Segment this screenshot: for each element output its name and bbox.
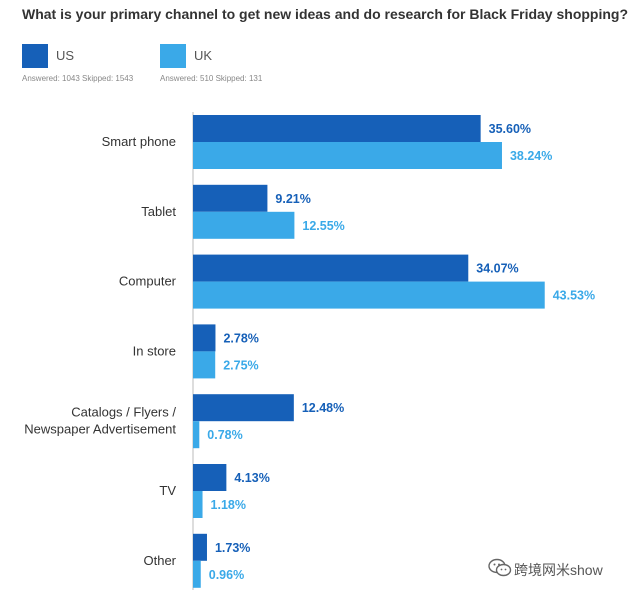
category-label: Smart phone xyxy=(102,134,176,149)
category-label: Computer xyxy=(119,274,177,289)
value-label-us: 1.73% xyxy=(215,541,250,555)
value-label-us: 12.48% xyxy=(302,401,344,415)
value-label-uk: 0.96% xyxy=(209,568,244,582)
value-label-us: 35.60% xyxy=(489,122,531,136)
bar-us xyxy=(193,115,481,142)
value-label-us: 9.21% xyxy=(275,192,310,206)
bar-us xyxy=(193,464,227,491)
category-label: In store xyxy=(133,343,176,358)
bar-us xyxy=(193,533,207,561)
bar-uk xyxy=(193,211,295,239)
legend-meta-us: Answered: 1043 Skipped: 1543 xyxy=(22,74,134,83)
legend-swatch-us xyxy=(22,44,48,68)
category-label: Tablet xyxy=(141,204,176,219)
value-label-uk: 43.53% xyxy=(553,289,595,303)
legend-meta-uk: Answered: 510 Skipped: 131 xyxy=(160,74,263,83)
bar-us xyxy=(193,184,268,212)
bar-uk xyxy=(193,421,200,449)
value-label-uk: 38.24% xyxy=(510,149,552,163)
legend-label-uk: UK xyxy=(194,48,213,63)
value-label-uk: 2.75% xyxy=(223,358,258,372)
bar-uk xyxy=(193,281,545,309)
bar-us xyxy=(193,324,216,352)
value-label-uk: 0.78% xyxy=(207,428,242,442)
category-label: Other xyxy=(143,553,176,568)
watermark: 跨境网米show xyxy=(488,558,603,580)
value-label-us: 4.13% xyxy=(234,471,269,485)
bar-us xyxy=(193,254,469,282)
value-label-uk: 1.18% xyxy=(211,498,246,512)
value-label-us: 2.78% xyxy=(223,331,258,345)
legend-label-us: US xyxy=(56,48,75,63)
value-label-us: 34.07% xyxy=(476,262,518,276)
legend-swatch-uk xyxy=(160,44,186,68)
bar-us xyxy=(193,394,294,422)
watermark-text: 跨境网米show xyxy=(514,562,603,578)
bar-uk xyxy=(193,491,203,518)
category-label: Catalogs / Flyers / Newspaper Advertiseme… xyxy=(24,405,176,437)
bar-uk xyxy=(193,351,216,379)
value-label-uk: 12.55% xyxy=(302,219,344,233)
bar-uk xyxy=(193,142,502,169)
chart-title: What is your primary channel to get new … xyxy=(22,6,629,22)
wechat-icon xyxy=(488,558,512,577)
category-label: TV xyxy=(159,483,176,498)
bar-uk xyxy=(193,560,201,588)
